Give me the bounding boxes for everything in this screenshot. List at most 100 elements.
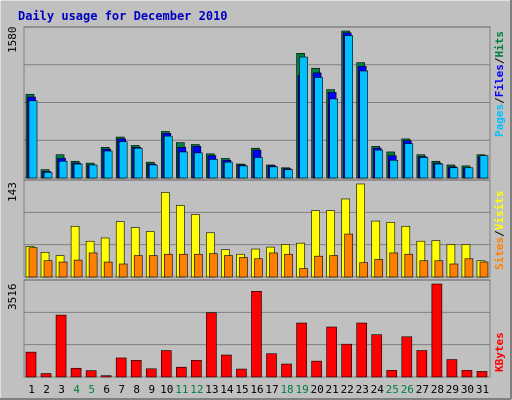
bar-sites-day-29 bbox=[449, 263, 459, 278]
bar-pages-day-17 bbox=[269, 166, 278, 179]
bar-pages-day-15 bbox=[239, 165, 248, 179]
x-label-day-27: 27 bbox=[416, 383, 429, 396]
x-label-day-9: 9 bbox=[148, 383, 155, 396]
bar-kbytes-day-8 bbox=[130, 360, 142, 378]
legend-kbytes: KBytes bbox=[493, 332, 506, 372]
bar-sites-day-7 bbox=[118, 263, 128, 278]
bar-sites-day-23 bbox=[359, 262, 369, 278]
bar-pages-day-20 bbox=[314, 77, 323, 179]
x-label-day-30: 30 bbox=[461, 383, 474, 396]
x-label-day-29: 29 bbox=[446, 383, 459, 396]
bar-pages-day-25 bbox=[389, 160, 399, 179]
bar-kbytes-day-21 bbox=[326, 326, 337, 378]
chart-title: Daily usage for December 2010 bbox=[18, 9, 228, 23]
bar-kbytes-day-12 bbox=[191, 360, 202, 378]
bar-sites-day-19 bbox=[299, 268, 308, 278]
x-label-day-15: 15 bbox=[235, 383, 248, 396]
bar-pages-day-10 bbox=[163, 135, 173, 179]
bar-pages-day-11 bbox=[179, 151, 188, 179]
x-label-day-8: 8 bbox=[133, 383, 140, 396]
bar-pages-day-16 bbox=[254, 157, 263, 179]
x-label-day-18: 18 bbox=[280, 383, 293, 396]
bar-pages-day-26 bbox=[404, 143, 414, 179]
bar-sites-day-4 bbox=[73, 259, 83, 278]
bar-sites-day-3 bbox=[58, 261, 68, 278]
x-label-day-14: 14 bbox=[220, 383, 234, 396]
x-label-day-25: 25 bbox=[386, 383, 399, 396]
bar-sites-day-9 bbox=[148, 255, 158, 278]
chart-y-max-labels: 1580 143 3516 bbox=[6, 27, 19, 311]
bar-kbytes-day-9 bbox=[145, 368, 157, 378]
bar-sites-day-1 bbox=[28, 247, 38, 278]
bar-sites-day-5 bbox=[88, 252, 98, 278]
bar-kbytes-day-31 bbox=[476, 371, 488, 378]
bar-pages-day-19 bbox=[299, 56, 308, 179]
x-label-day-16: 16 bbox=[250, 383, 263, 396]
y-max-label-visits-sites: 143 bbox=[6, 182, 19, 202]
x-label-day-26: 26 bbox=[401, 383, 414, 396]
bar-sites-day-11 bbox=[179, 253, 188, 278]
bar-kbytes-day-27 bbox=[416, 350, 428, 378]
bar-sites-day-21 bbox=[329, 255, 338, 278]
bar-pages-day-2 bbox=[43, 172, 53, 179]
bar-sites-day-24 bbox=[374, 259, 384, 278]
bar-sites-day-16 bbox=[254, 258, 263, 278]
bar-sites-day-28 bbox=[434, 260, 444, 278]
bar-pages-day-8 bbox=[133, 147, 143, 179]
legend-kbytes: KBytes bbox=[493, 332, 506, 372]
bar-pages-day-12 bbox=[194, 152, 203, 179]
chart-legends: Pages/Files/Hits Sites/Visits KBytes bbox=[493, 31, 506, 372]
bar-sites-day-12 bbox=[194, 253, 203, 278]
x-label-day-4: 4 bbox=[73, 383, 80, 396]
bar-kbytes-day-17 bbox=[266, 353, 277, 378]
bar-kbytes-day-18 bbox=[281, 363, 292, 378]
bar-sites-day-30 bbox=[464, 258, 474, 278]
bar-kbytes-day-15 bbox=[236, 368, 247, 378]
legend-hits-files-pages: Pages/Files/Hits bbox=[493, 31, 506, 137]
bar-kbytes-day-20 bbox=[311, 360, 322, 378]
bar-pages-day-28 bbox=[434, 163, 444, 179]
bar-kbytes-day-7 bbox=[115, 357, 127, 378]
bar-kbytes-day-16 bbox=[251, 291, 262, 378]
bar-kbytes-day-1 bbox=[25, 351, 37, 378]
bar-kbytes-day-3 bbox=[55, 314, 67, 378]
x-label-day-10: 10 bbox=[160, 383, 173, 396]
x-label-day-3: 3 bbox=[58, 383, 65, 396]
bar-pages-day-31 bbox=[479, 155, 489, 179]
bar-sites-day-26 bbox=[404, 253, 414, 278]
bar-sites-day-13 bbox=[209, 253, 218, 278]
bar-pages-day-14 bbox=[224, 161, 233, 179]
bar-kbytes-day-29 bbox=[446, 359, 458, 378]
bar-sites-day-31 bbox=[479, 261, 489, 278]
y-max-label-kbytes: 3516 bbox=[6, 284, 19, 311]
x-label-day-28: 28 bbox=[431, 383, 444, 396]
bar-pages-day-23 bbox=[359, 70, 369, 179]
bar-pages-day-4 bbox=[73, 163, 83, 179]
bar-sites-day-10 bbox=[163, 253, 173, 278]
legend-visits-sites: Sites/Visits bbox=[493, 191, 506, 271]
bar-kbytes-day-4 bbox=[70, 367, 82, 378]
bar-kbytes-day-11 bbox=[176, 366, 187, 378]
bar-kbytes-day-10 bbox=[160, 350, 172, 378]
bar-sites-day-18 bbox=[284, 253, 293, 278]
bar-kbytes-day-28 bbox=[431, 283, 443, 378]
bar-sites-day-17 bbox=[269, 252, 278, 278]
x-label-day-21: 21 bbox=[326, 383, 339, 396]
bar-kbytes-day-14 bbox=[221, 354, 232, 378]
bar-kbytes-day-23 bbox=[356, 322, 368, 378]
bar-sites-day-6 bbox=[103, 261, 113, 278]
bar-pages-day-3 bbox=[58, 160, 68, 179]
bar-pages-day-1 bbox=[28, 100, 38, 179]
legend-separator: / bbox=[493, 57, 506, 64]
bar-kbytes-day-24 bbox=[371, 334, 383, 378]
bar-kbytes-day-19 bbox=[296, 322, 307, 378]
legend-pages: Pages bbox=[493, 104, 506, 137]
bar-pages-day-21 bbox=[329, 98, 338, 179]
legend-separator: / bbox=[493, 97, 506, 104]
x-label-day-31: 31 bbox=[476, 383, 489, 396]
bar-sites-day-25 bbox=[389, 252, 399, 278]
x-label-day-24: 24 bbox=[371, 383, 385, 396]
legend-hits: Hits bbox=[493, 31, 506, 58]
legend-separator: / bbox=[493, 230, 506, 237]
